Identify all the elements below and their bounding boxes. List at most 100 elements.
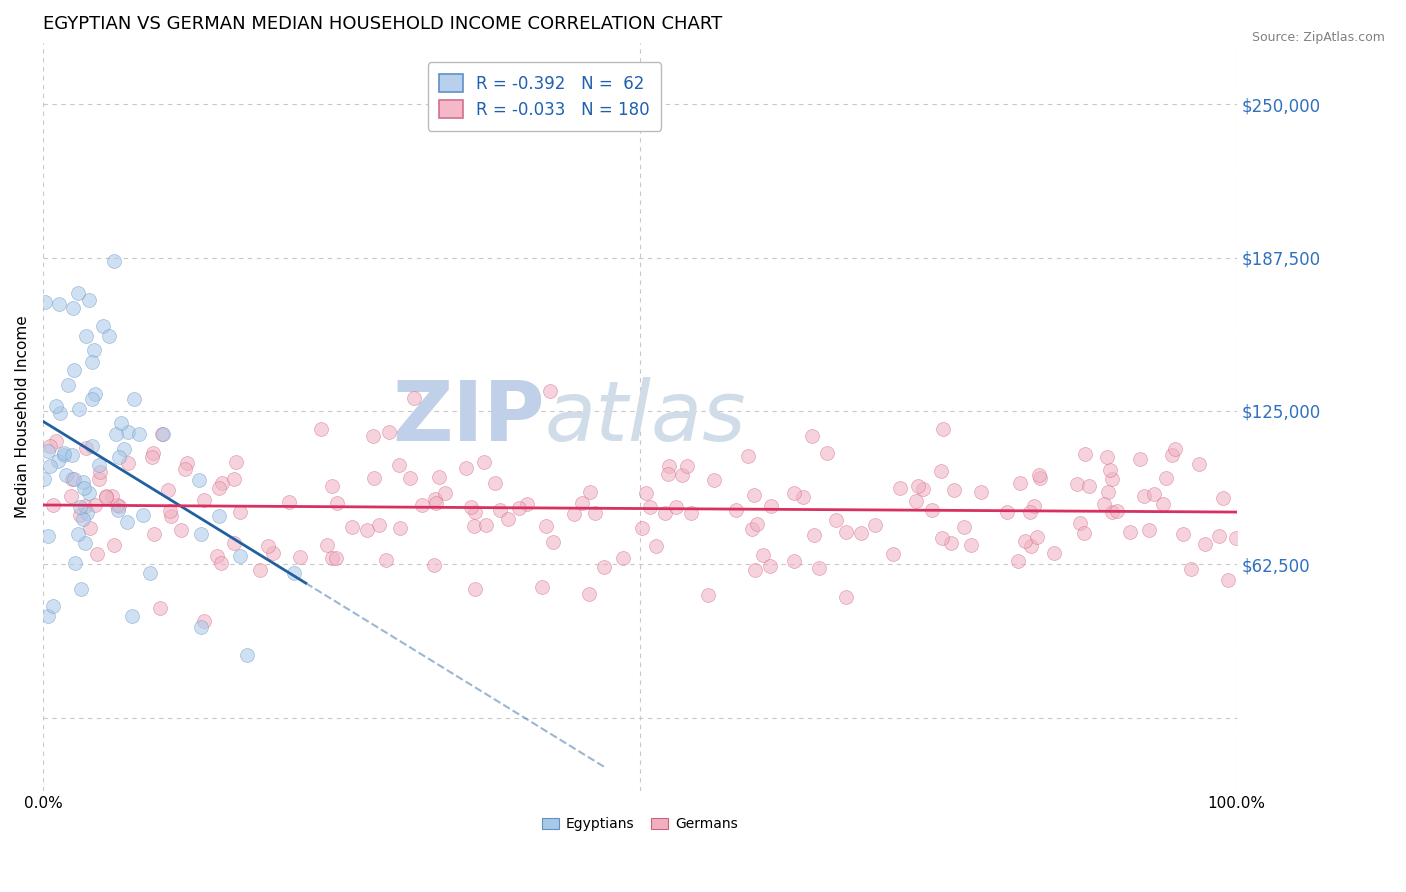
Point xyxy=(1097,485,1119,500)
Point xyxy=(834,524,856,539)
Point xyxy=(703,473,725,487)
Point xyxy=(262,546,284,560)
Point xyxy=(1097,450,1119,465)
Point xyxy=(941,536,963,550)
Point xyxy=(72,511,94,525)
Point xyxy=(1099,462,1122,476)
Point xyxy=(60,449,83,463)
Point xyxy=(77,486,100,500)
Point xyxy=(1029,471,1052,485)
Point xyxy=(375,553,398,567)
Point xyxy=(60,472,83,486)
Point xyxy=(911,482,934,496)
Point xyxy=(792,490,814,504)
Point xyxy=(1092,497,1115,511)
Point xyxy=(86,547,108,561)
Point xyxy=(907,479,929,493)
Point xyxy=(340,519,363,533)
Point xyxy=(800,429,823,443)
Point xyxy=(94,489,117,503)
Point xyxy=(67,401,90,416)
Point xyxy=(1133,490,1156,504)
Point xyxy=(882,547,904,561)
Point xyxy=(98,329,121,343)
Point xyxy=(631,521,654,535)
Point xyxy=(76,506,98,520)
Point xyxy=(427,470,450,484)
Point xyxy=(644,539,666,553)
Point xyxy=(104,427,127,442)
Point xyxy=(229,505,252,519)
Point xyxy=(725,503,748,517)
Point xyxy=(73,536,96,550)
Point xyxy=(278,495,301,509)
Point xyxy=(37,608,59,623)
Point xyxy=(388,521,411,535)
Point xyxy=(759,499,782,513)
Point xyxy=(107,450,129,465)
Point xyxy=(59,489,82,503)
Point xyxy=(1164,442,1187,457)
Point xyxy=(103,253,125,268)
Point xyxy=(658,459,681,474)
Point xyxy=(224,472,246,486)
Point xyxy=(170,524,193,538)
Point xyxy=(42,498,65,512)
Text: atlas: atlas xyxy=(544,376,747,458)
Point xyxy=(562,507,585,521)
Point xyxy=(34,295,56,310)
Point xyxy=(942,483,965,498)
Point xyxy=(79,521,101,535)
Point xyxy=(464,582,486,597)
Point xyxy=(48,297,70,311)
Point xyxy=(744,563,766,577)
Point xyxy=(759,558,782,573)
Point xyxy=(112,442,135,457)
Point xyxy=(747,517,769,532)
Point xyxy=(1212,491,1234,506)
Point xyxy=(80,392,103,407)
Point xyxy=(117,457,139,471)
Point xyxy=(176,456,198,470)
Point xyxy=(75,441,97,455)
Point xyxy=(388,458,411,473)
Point xyxy=(225,455,247,469)
Point xyxy=(456,460,478,475)
Point xyxy=(67,527,90,541)
Point xyxy=(193,493,215,508)
Point xyxy=(89,472,111,486)
Point xyxy=(752,548,775,562)
Point xyxy=(209,556,232,570)
Point xyxy=(72,475,94,490)
Y-axis label: Median Household Income: Median Household Income xyxy=(15,316,30,518)
Point xyxy=(368,517,391,532)
Point xyxy=(531,580,554,594)
Point xyxy=(399,471,422,485)
Point xyxy=(117,425,139,439)
Point xyxy=(434,486,457,500)
Point xyxy=(1028,467,1050,482)
Point xyxy=(538,384,561,398)
Point xyxy=(256,539,278,553)
Point xyxy=(541,535,564,549)
Point xyxy=(578,586,600,600)
Point xyxy=(665,500,688,515)
Point xyxy=(534,519,557,533)
Point xyxy=(159,503,181,517)
Point xyxy=(1208,529,1230,543)
Point xyxy=(93,319,115,334)
Point xyxy=(1021,539,1043,553)
Point xyxy=(173,461,195,475)
Text: Source: ZipAtlas.com: Source: ZipAtlas.com xyxy=(1251,31,1385,45)
Point xyxy=(80,439,103,453)
Point xyxy=(995,505,1018,519)
Point xyxy=(37,443,59,458)
Point xyxy=(697,588,720,602)
Point xyxy=(803,528,825,542)
Point xyxy=(815,446,838,460)
Point xyxy=(464,504,486,518)
Point xyxy=(83,499,105,513)
Point xyxy=(671,467,693,482)
Point xyxy=(72,481,94,495)
Point xyxy=(612,551,634,566)
